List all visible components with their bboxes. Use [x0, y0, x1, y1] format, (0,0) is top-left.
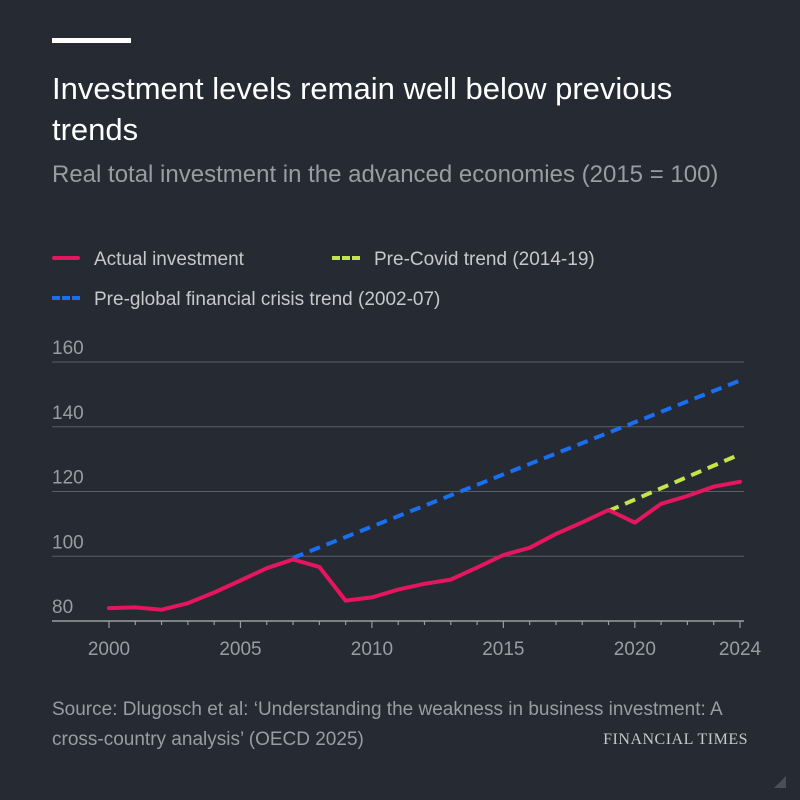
y-tick-label-100: 100 [52, 532, 84, 553]
top-rule [52, 38, 131, 43]
legend-swatch-pre-covid [332, 255, 360, 260]
legend-label-actual: Actual investment [94, 249, 244, 270]
source-note: Source: Dlugosch et al: ‘Understanding t… [52, 699, 722, 750]
chart-subtitle: Real total investment in the advanced ec… [52, 161, 719, 188]
series-line-pre-covid-trend-2014-19 [607, 452, 741, 513]
legend-label-pre-covid: Pre-Covid trend (2014-19) [374, 249, 595, 270]
legend-swatch-pre-gfc [52, 295, 80, 300]
y-tick-label-80: 80 [52, 597, 73, 618]
y-tick-label-160: 160 [52, 338, 84, 359]
legend-item-pre-covid: Pre-Covid trend (2014-19) [332, 248, 595, 272]
y-tick-label-140: 140 [52, 403, 84, 424]
x-tick-label-2015: 2015 [482, 639, 524, 660]
grid-layer [52, 361, 744, 557]
axis-layer: 80 100 120 140 160 2000 2005 2010 2015 2020 2024 [52, 338, 762, 660]
corner-mark [774, 776, 786, 788]
x-tick-label-2020: 2020 [614, 639, 656, 660]
ft-logo: FINANCIAL TIMES [603, 731, 748, 748]
series-line-pre-global-financial-crisis-trend-2002-07 [292, 378, 741, 560]
chart-title: Investment levels remain well below prev… [52, 71, 673, 147]
series-layer [107, 378, 742, 612]
x-tick-label-2000: 2000 [88, 639, 130, 660]
y-tick-label-120: 120 [52, 468, 84, 489]
legend-item-actual: Actual investment [52, 248, 244, 272]
line-chart: 80 100 120 140 160 2000 2005 2010 2015 2020 2024 [52, 338, 762, 660]
legend-item-pre-gfc: Pre-global financial crisis trend (2002-… [52, 288, 440, 312]
x-tick-label-2010: 2010 [351, 639, 393, 660]
legend-label-pre-gfc: Pre-global financial crisis trend (2002-… [94, 289, 441, 310]
series-line-actual-investment [107, 479, 742, 612]
x-tick-label-2005: 2005 [219, 639, 261, 660]
x-tick-label-2024: 2024 [719, 639, 762, 660]
legend-swatch-actual [52, 255, 80, 260]
